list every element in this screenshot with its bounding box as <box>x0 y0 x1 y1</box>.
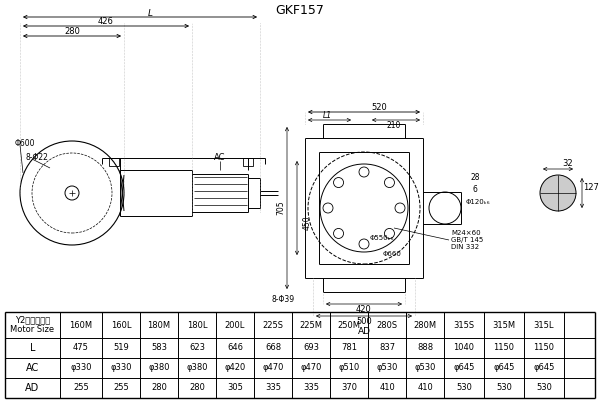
Text: Φ600: Φ600 <box>15 138 35 148</box>
Text: 530: 530 <box>536 384 552 392</box>
Text: 280: 280 <box>64 27 80 35</box>
Text: φ530: φ530 <box>376 364 398 373</box>
Text: φ470: φ470 <box>301 364 322 373</box>
Text: Motor Size: Motor Size <box>10 326 55 335</box>
Text: 180M: 180M <box>148 321 170 330</box>
Text: 315L: 315L <box>534 321 554 330</box>
Text: 623: 623 <box>189 344 205 353</box>
Text: Y2电机机座号: Y2电机机座号 <box>15 315 50 324</box>
Text: AD: AD <box>358 328 371 337</box>
Text: φ470: φ470 <box>262 364 284 373</box>
Text: 888: 888 <box>417 344 433 353</box>
Text: 280M: 280M <box>413 321 437 330</box>
Text: 127: 127 <box>583 184 599 193</box>
Text: 280: 280 <box>189 384 205 392</box>
Text: 280S: 280S <box>376 321 398 330</box>
Text: 315M: 315M <box>493 321 515 330</box>
Text: 781: 781 <box>341 344 357 353</box>
Text: 28: 28 <box>470 173 480 182</box>
Text: 370: 370 <box>341 384 357 392</box>
Text: 410: 410 <box>379 384 395 392</box>
Text: 1040: 1040 <box>454 344 475 353</box>
Text: 255: 255 <box>113 384 129 392</box>
Text: 646: 646 <box>227 344 243 353</box>
Text: φ330: φ330 <box>70 364 92 373</box>
Text: 693: 693 <box>303 344 319 353</box>
Text: AC: AC <box>26 363 39 373</box>
Text: φ380: φ380 <box>186 364 208 373</box>
Text: Φ120ₖ₆: Φ120ₖ₆ <box>466 199 490 205</box>
Text: 6: 6 <box>473 186 478 195</box>
Text: 335: 335 <box>265 384 281 392</box>
Text: 530: 530 <box>496 384 512 392</box>
Text: 837: 837 <box>379 344 395 353</box>
Text: 583: 583 <box>151 344 167 353</box>
Text: 420: 420 <box>356 304 372 313</box>
Text: L1: L1 <box>322 111 332 120</box>
Text: L: L <box>148 9 152 18</box>
Text: GKF157: GKF157 <box>275 4 325 18</box>
Text: 530: 530 <box>456 384 472 392</box>
Text: AD: AD <box>25 383 40 393</box>
Text: φ645: φ645 <box>454 364 475 373</box>
Text: 305: 305 <box>227 384 243 392</box>
Text: 335: 335 <box>303 384 319 392</box>
Text: 8-Φ39: 8-Φ39 <box>271 295 295 304</box>
Text: 250M: 250M <box>337 321 361 330</box>
Text: φ330: φ330 <box>110 364 132 373</box>
Bar <box>243 158 253 166</box>
Text: φ645: φ645 <box>533 364 554 373</box>
Text: 225M: 225M <box>299 321 323 330</box>
Text: 519: 519 <box>113 344 129 353</box>
Text: 160M: 160M <box>70 321 92 330</box>
Text: 410: 410 <box>417 384 433 392</box>
Text: 315S: 315S <box>454 321 475 330</box>
Text: 475: 475 <box>73 344 89 353</box>
Text: 280: 280 <box>151 384 167 392</box>
Text: 668: 668 <box>265 344 281 353</box>
Text: 160L: 160L <box>111 321 131 330</box>
Text: 1150: 1150 <box>493 344 515 353</box>
Text: φ510: φ510 <box>338 364 359 373</box>
Text: 225S: 225S <box>263 321 284 330</box>
Text: φ645: φ645 <box>493 364 515 373</box>
Text: 1150: 1150 <box>533 344 554 353</box>
Text: 210: 210 <box>387 122 401 131</box>
Text: φ530: φ530 <box>415 364 436 373</box>
Text: 32: 32 <box>563 160 574 169</box>
Text: 426: 426 <box>98 16 114 25</box>
Text: 520: 520 <box>371 102 387 111</box>
Text: 450: 450 <box>302 216 311 230</box>
Text: 200L: 200L <box>225 321 245 330</box>
Text: 255: 255 <box>73 384 89 392</box>
Text: 500: 500 <box>356 317 372 326</box>
Text: 8-Φ22: 8-Φ22 <box>25 153 48 162</box>
Text: Φ660: Φ660 <box>383 251 401 257</box>
Circle shape <box>540 175 576 211</box>
Text: 180L: 180L <box>187 321 207 330</box>
Bar <box>109 158 119 166</box>
Text: AC: AC <box>214 153 226 162</box>
Text: 705: 705 <box>277 201 286 215</box>
Text: M24×60
GB/T 145
DIN 332: M24×60 GB/T 145 DIN 332 <box>451 230 483 250</box>
Text: φ380: φ380 <box>148 364 170 373</box>
Text: φ420: φ420 <box>224 364 245 373</box>
Text: Φ550ₖ₆: Φ550ₖ₆ <box>370 235 394 241</box>
Text: L: L <box>30 343 35 353</box>
